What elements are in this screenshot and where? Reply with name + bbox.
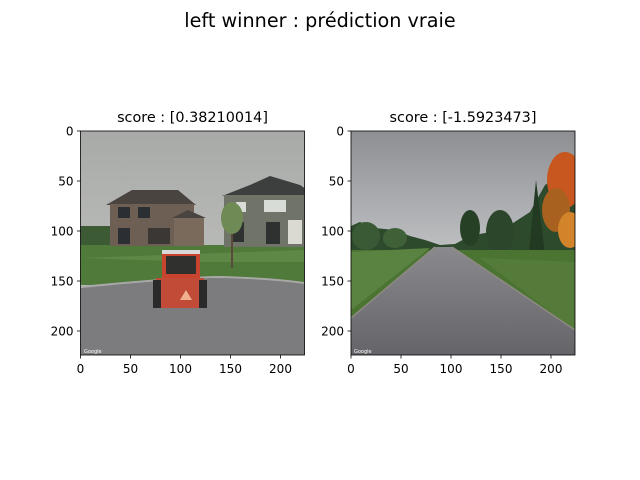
right-ytick-label: 50 (329, 174, 344, 188)
subplot-left: score : [0.38210014] (51, 110, 305, 376)
axis-ticks-left: 0 50 100 150 200 0 50 100 150 200 (51, 124, 292, 376)
right-xtick-label: 100 (440, 362, 463, 376)
left-xtick-label: 100 (169, 362, 192, 376)
subplot-right-title: score : [-1.5923473] (390, 110, 537, 126)
left-ytick-label: 100 (51, 224, 74, 238)
skid-steer-machine (153, 250, 207, 308)
right-xtick-label: 50 (393, 362, 408, 376)
house-right (222, 176, 305, 247)
right-ytick-label: 200 (321, 324, 344, 338)
left-xtick-label: 200 (269, 362, 292, 376)
subplot-left-title: score : [0.38210014] (117, 110, 268, 126)
google-watermark-right: Google (354, 349, 372, 355)
google-watermark-left: Google (84, 349, 102, 355)
left-xtick-label: 150 (219, 362, 242, 376)
left-xtick-label: 0 (77, 362, 85, 376)
left-xtick-label: 50 (123, 362, 138, 376)
right-xtick-label: 0 (347, 362, 355, 376)
axis-ticks-right: 0 50 100 150 200 0 50 100 150 200 (321, 124, 562, 376)
axes-frame-left (80, 130, 305, 356)
subplot-right: score : [-1.5923473] Google (321, 110, 576, 376)
axes-frame-right (350, 130, 576, 356)
right-ytick-label: 150 (321, 274, 344, 288)
street-view-image-left: Google (80, 131, 305, 355)
left-ytick-label: 150 (51, 274, 74, 288)
left-ytick-label: 200 (51, 324, 74, 338)
left-ytick-label: 50 (58, 174, 73, 188)
right-xtick-label: 150 (490, 362, 513, 376)
figure-suptitle: left winner : prédiction vraie (184, 9, 455, 32)
autumn-tree (542, 152, 575, 248)
left-ytick-label: 0 (66, 124, 74, 138)
right-ytick-label: 100 (321, 224, 344, 238)
house-left (106, 190, 206, 246)
right-xtick-label: 200 (540, 362, 563, 376)
street-view-image-right: Google (351, 131, 575, 355)
right-ytick-label: 0 (336, 124, 344, 138)
